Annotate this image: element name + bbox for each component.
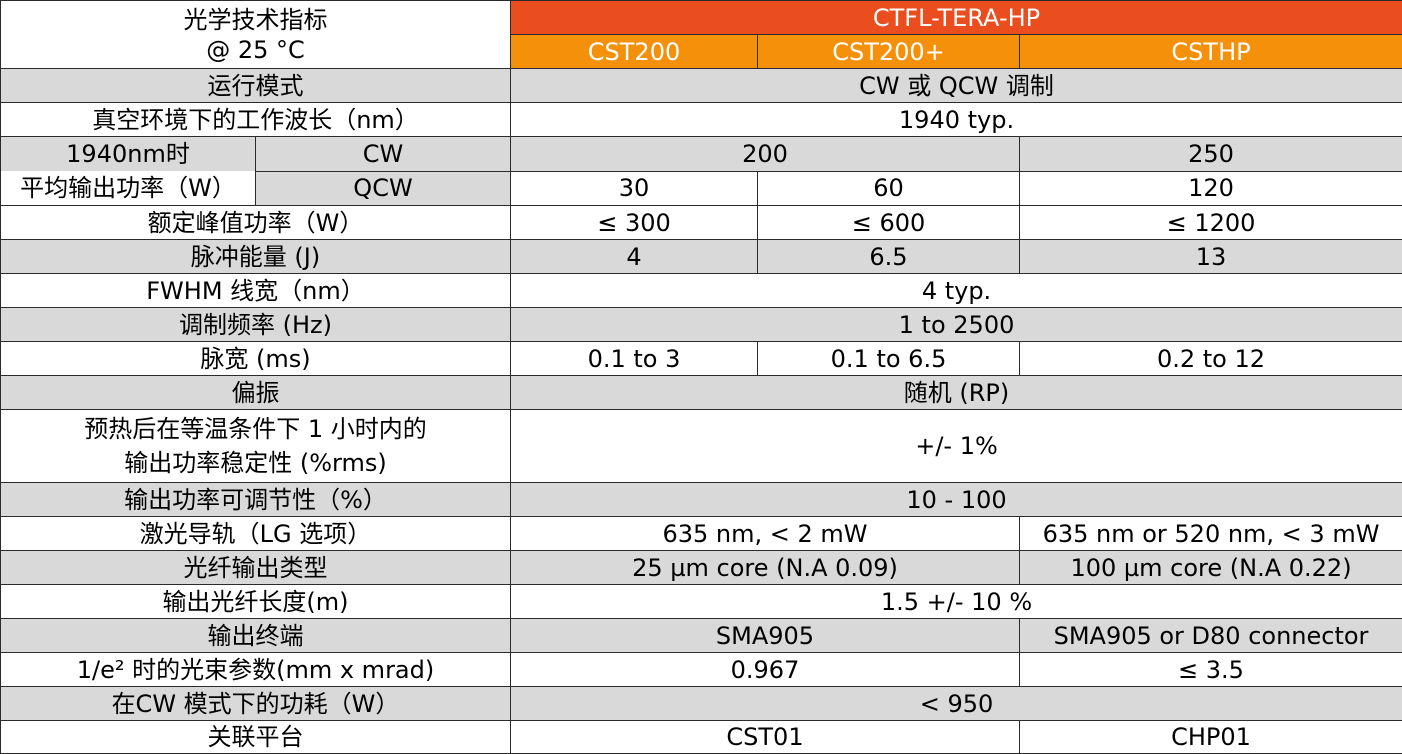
- model-header-cst200plus: CST200+: [757, 34, 1020, 69]
- row-value: CST01: [510, 720, 1020, 754]
- row-avg-power-cw: 1940nm时 平均输出功率（W） CW 200 250: [0, 136, 1402, 206]
- row-label: 输出终端: [0, 618, 511, 653]
- row-value: CHP01: [1018, 720, 1402, 754]
- row-value: 100 µm core (N.A 0.22): [1018, 550, 1402, 585]
- avg-power-label-line-1: 1940nm时: [1, 137, 255, 171]
- row-label: 输出光纤长度(m): [0, 584, 511, 619]
- row-value: ≤ 600: [757, 205, 1020, 240]
- row-value: ≤ 300: [510, 205, 758, 240]
- row-label: 额定峰值功率（W）: [0, 205, 511, 240]
- model-header-csthp: CSTHP: [1018, 34, 1402, 69]
- row-value: SMA905 or D80 connector: [1018, 618, 1402, 653]
- stability-label-line-1: 预热后在等温条件下 1 小时内的: [84, 415, 427, 443]
- row-value: 635 nm, < 2 mW: [510, 516, 1020, 551]
- qcw-value-cst200plus: 60: [757, 170, 1020, 206]
- row-value: +/- 1%: [509, 409, 1402, 483]
- row-value: 0.1 to 3: [510, 341, 758, 376]
- row-value: 0.1 to 6.5: [757, 341, 1020, 376]
- row-value: 1940 typ.: [509, 102, 1402, 137]
- row-value: 10 - 100: [509, 482, 1402, 517]
- qcw-label: QCW: [255, 170, 511, 206]
- row-bpp: 1/e² 时的光束参数(mm x mrad) 0.967 ≤ 3.5: [0, 652, 1402, 687]
- stability-label-line-2: 输出功率稳定性 (%rms): [124, 449, 387, 477]
- qcw-value-csthp: 120: [1018, 170, 1402, 206]
- avg-power-label: 1940nm时 平均输出功率（W）: [0, 136, 256, 206]
- title-line-1: 光学技术指标: [183, 5, 328, 34]
- table-title: 光学技术指标 @ 25 °C: [0, 0, 511, 69]
- row-value: 4 typ.: [509, 273, 1402, 308]
- row-fiber-type: 光纤输出类型 25 µm core (N.A 0.09) 100 µm core…: [0, 550, 1402, 585]
- row-label: 输出功率可调节性（%）: [0, 482, 511, 517]
- qcw-value-cst200: 30: [510, 170, 758, 206]
- row-label: 光纤输出类型: [0, 550, 511, 585]
- row-label: 在CW 模式下的功耗（W）: [0, 686, 511, 721]
- row-label: 激光导轨（LG 选项）: [0, 516, 511, 551]
- row-pulse-width: 脉宽 (ms) 0.1 to 3 0.1 to 6.5 0.2 to 12: [0, 341, 1402, 376]
- avg-power-label-line-2: 平均输出功率（W）: [1, 171, 255, 205]
- model-header-cst200: CST200: [510, 34, 758, 69]
- cw-value-cst200: 200: [510, 136, 1020, 172]
- row-label: 脉宽 (ms): [0, 341, 511, 376]
- row-value: 4: [510, 239, 758, 274]
- row-label: 脉冲能量 (J): [0, 239, 511, 274]
- row-value: 25 µm core (N.A 0.09): [510, 550, 1020, 585]
- row-value: 6.5: [757, 239, 1020, 274]
- row-linewidth: FWHM 线宽（nm） 4 typ.: [0, 273, 1402, 308]
- row-value: 0.967: [510, 652, 1020, 687]
- row-value: < 950: [509, 686, 1402, 721]
- row-label: FWHM 线宽（nm）: [0, 273, 511, 308]
- row-platform: 关联平台 CST01 CHP01: [0, 720, 1402, 754]
- row-polarization: 偏振 随机 (RP): [0, 375, 1402, 410]
- row-value: SMA905: [510, 618, 1020, 653]
- row-stability: 预热后在等温条件下 1 小时内的 输出功率稳定性 (%rms) +/- 1%: [0, 409, 1402, 483]
- cw-value-csthp: 250: [1018, 136, 1402, 172]
- row-peak-power: 额定峰值功率（W） ≤ 300 ≤ 600 ≤ 1200: [0, 205, 1402, 240]
- row-label: 关联平台: [0, 720, 511, 754]
- row-fiber-length: 输出光纤长度(m) 1.5 +/- 10 %: [0, 584, 1402, 619]
- row-value: 635 nm or 520 nm, < 3 mW: [1018, 516, 1402, 551]
- row-pulse-energy: 脉冲能量 (J) 4 6.5 13: [0, 239, 1402, 274]
- product-family-header: CTFL-TERA-HP: [509, 0, 1402, 35]
- row-label: 预热后在等温条件下 1 小时内的 输出功率稳定性 (%rms): [0, 409, 511, 483]
- title-line-2: @ 25 °C: [206, 35, 305, 64]
- row-wavelength: 真空环境下的工作波长（nm） 1940 typ.: [0, 102, 1402, 137]
- row-value: CW 或 QCW 调制: [509, 68, 1402, 103]
- row-label: 运行模式: [0, 68, 511, 103]
- row-mod-freq: 调制频率 (Hz) 1 to 2500: [0, 307, 1402, 342]
- row-value: 1.5 +/- 10 %: [509, 584, 1402, 619]
- row-label: 偏振: [0, 375, 511, 410]
- row-label: 1/e² 时的光束参数(mm x mrad): [0, 652, 511, 687]
- row-adjustability: 输出功率可调节性（%） 10 - 100: [0, 482, 1402, 517]
- row-avg-power-qcw: QCW 30 60 120: [1, 170, 1402, 206]
- row-guide-laser: 激光导轨（LG 选项） 635 nm, < 2 mW 635 nm or 520…: [0, 516, 1402, 551]
- row-operating-mode: 运行模式 CW 或 QCW 调制: [0, 68, 1402, 103]
- row-value: ≤ 1200: [1018, 205, 1402, 240]
- row-value: 随机 (RP): [509, 375, 1402, 410]
- row-value: 13: [1018, 239, 1402, 274]
- row-termination: 输出终端 SMA905 SMA905 or D80 connector: [0, 618, 1402, 653]
- cw-label: CW: [255, 136, 511, 172]
- row-label: 调制频率 (Hz): [0, 307, 511, 342]
- row-value: 0.2 to 12: [1018, 341, 1402, 376]
- row-power-consumption: 在CW 模式下的功耗（W） < 950: [0, 686, 1402, 721]
- row-label: 真空环境下的工作波长（nm）: [0, 102, 511, 137]
- row-value: ≤ 3.5: [1018, 652, 1402, 687]
- row-value: 1 to 2500: [509, 307, 1402, 342]
